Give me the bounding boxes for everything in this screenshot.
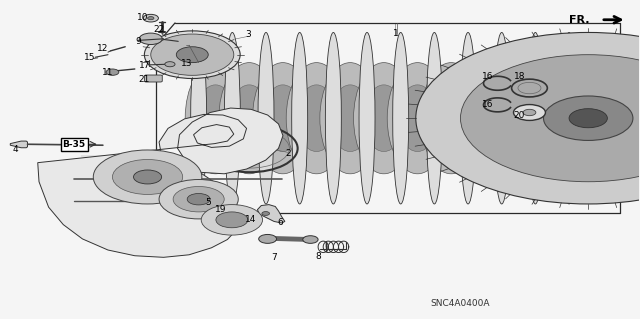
- Text: 16: 16: [481, 72, 493, 81]
- Ellipse shape: [320, 63, 381, 174]
- Text: 7: 7: [271, 253, 277, 262]
- Ellipse shape: [532, 85, 572, 152]
- Circle shape: [416, 33, 640, 204]
- Ellipse shape: [325, 33, 341, 204]
- Ellipse shape: [488, 63, 549, 174]
- Circle shape: [216, 212, 248, 228]
- Ellipse shape: [393, 33, 409, 204]
- Circle shape: [93, 150, 202, 204]
- Circle shape: [187, 194, 210, 205]
- Text: 14: 14: [245, 215, 257, 224]
- Ellipse shape: [195, 85, 236, 152]
- FancyBboxPatch shape: [145, 75, 163, 82]
- Circle shape: [569, 109, 607, 128]
- Ellipse shape: [397, 85, 438, 152]
- Text: 18: 18: [513, 72, 525, 81]
- Text: 9: 9: [135, 37, 141, 46]
- Circle shape: [259, 234, 276, 243]
- Text: 1: 1: [392, 29, 398, 38]
- Circle shape: [140, 33, 163, 45]
- Circle shape: [513, 105, 545, 121]
- Text: 17: 17: [139, 61, 150, 70]
- Text: 16: 16: [481, 100, 493, 109]
- Circle shape: [176, 47, 208, 63]
- Text: 22: 22: [154, 26, 164, 34]
- Ellipse shape: [225, 33, 240, 204]
- Text: 20: 20: [513, 111, 525, 120]
- Ellipse shape: [258, 33, 274, 204]
- Circle shape: [145, 31, 240, 78]
- Circle shape: [159, 180, 238, 219]
- Ellipse shape: [493, 33, 509, 204]
- Circle shape: [134, 170, 162, 184]
- Ellipse shape: [262, 85, 303, 152]
- Ellipse shape: [499, 85, 539, 152]
- Ellipse shape: [191, 33, 207, 204]
- Text: 8: 8: [316, 252, 321, 261]
- Circle shape: [261, 211, 270, 215]
- Text: 6: 6: [278, 218, 284, 226]
- Text: 2: 2: [285, 149, 291, 158]
- Ellipse shape: [286, 63, 347, 174]
- Text: 19: 19: [215, 205, 227, 214]
- Ellipse shape: [561, 33, 577, 204]
- Text: SNC4A0400A: SNC4A0400A: [431, 299, 490, 308]
- Ellipse shape: [387, 63, 448, 174]
- Ellipse shape: [353, 63, 414, 174]
- Text: FR.: FR.: [569, 15, 589, 25]
- Text: 12: 12: [97, 44, 109, 54]
- Circle shape: [201, 204, 262, 235]
- Ellipse shape: [229, 85, 269, 152]
- Ellipse shape: [292, 33, 308, 204]
- Text: 13: 13: [181, 59, 193, 68]
- Circle shape: [165, 62, 175, 67]
- Ellipse shape: [253, 63, 313, 174]
- Circle shape: [148, 17, 154, 20]
- Text: 4: 4: [13, 145, 18, 154]
- Polygon shape: [38, 108, 283, 257]
- Polygon shape: [10, 141, 28, 148]
- Circle shape: [106, 69, 119, 75]
- Circle shape: [461, 55, 640, 182]
- Text: 5: 5: [205, 198, 211, 207]
- Circle shape: [236, 207, 244, 211]
- Ellipse shape: [359, 33, 375, 204]
- Text: B-35: B-35: [63, 140, 86, 149]
- Circle shape: [151, 34, 234, 75]
- Ellipse shape: [185, 63, 246, 174]
- Ellipse shape: [296, 85, 337, 152]
- Text: 3: 3: [246, 31, 252, 40]
- Circle shape: [143, 14, 159, 22]
- Ellipse shape: [330, 85, 371, 152]
- Circle shape: [523, 109, 536, 116]
- Ellipse shape: [219, 63, 280, 174]
- Circle shape: [543, 96, 633, 140]
- Polygon shape: [257, 204, 285, 223]
- Circle shape: [303, 236, 318, 243]
- Circle shape: [262, 211, 269, 215]
- Ellipse shape: [454, 63, 515, 174]
- Ellipse shape: [460, 33, 476, 204]
- Text: 10: 10: [137, 13, 148, 22]
- Circle shape: [173, 187, 224, 212]
- Text: 21: 21: [139, 75, 150, 84]
- Circle shape: [113, 160, 182, 195]
- Text: 15: 15: [84, 53, 96, 62]
- Circle shape: [210, 205, 220, 210]
- Ellipse shape: [426, 33, 442, 204]
- Ellipse shape: [465, 85, 505, 152]
- Text: 11: 11: [102, 68, 114, 77]
- Ellipse shape: [364, 85, 404, 152]
- Ellipse shape: [431, 85, 472, 152]
- Ellipse shape: [527, 33, 543, 204]
- Ellipse shape: [522, 63, 582, 174]
- Ellipse shape: [421, 63, 481, 174]
